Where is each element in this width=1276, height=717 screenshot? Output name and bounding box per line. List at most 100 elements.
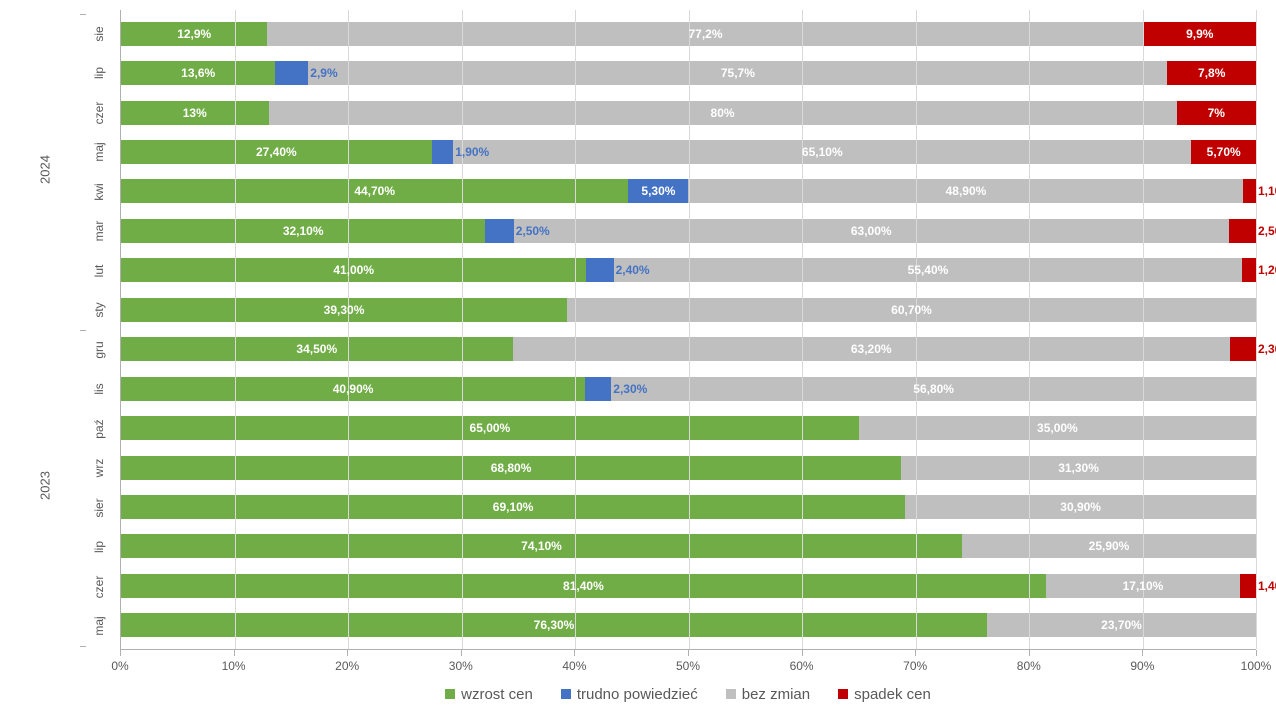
bar-segment-label: 13% xyxy=(183,106,207,120)
bar-segment-spadek: 7,8% xyxy=(1167,61,1256,85)
bar-segment-label: 2,30% xyxy=(1258,342,1276,356)
legend-label: spadek cen xyxy=(854,686,931,703)
bar-segment-spadek: 9,9% xyxy=(1144,22,1256,46)
year-axis: 20242023 xyxy=(20,10,70,650)
x-tick xyxy=(1029,650,1030,656)
bar-segment-label: 17,10% xyxy=(1123,579,1164,593)
x-tick-label: 60% xyxy=(790,659,814,673)
bar-segment-spadek: 1,10% xyxy=(1243,179,1255,203)
bar-segment-label: 2,40% xyxy=(616,263,650,277)
month-label: paź xyxy=(87,410,111,448)
bar-segment-label: 65,00% xyxy=(470,421,511,435)
bar-segment-label: 63,20% xyxy=(851,342,892,356)
bar-segment-bez: 75,7% xyxy=(308,61,1167,85)
grid-line xyxy=(916,10,917,649)
month-label: wrz xyxy=(87,449,111,487)
bar-segment-label: 69,10% xyxy=(493,500,534,514)
x-tick xyxy=(120,650,121,656)
x-tick xyxy=(234,650,235,656)
bar-segment-wzrost: 81,40% xyxy=(121,574,1046,598)
bar-segment-label: 68,80% xyxy=(491,461,532,475)
bar-segment-wzrost: 44,70% xyxy=(121,179,628,203)
legend-swatch xyxy=(445,689,455,699)
bar-segment-wzrost: 34,50% xyxy=(121,337,513,361)
bar-segment-wzrost: 12,9% xyxy=(121,22,267,46)
month-label: gru xyxy=(87,331,111,369)
bar-segment-label: 13,6% xyxy=(181,66,215,80)
bar-segment-trudno: 1,90% xyxy=(432,140,454,164)
bar-segment-spadek: 1,40% xyxy=(1240,574,1256,598)
legend-label: trudno powiedzieć xyxy=(577,686,698,703)
bar-segment-wzrost: 41,00% xyxy=(121,258,586,282)
bar-segment-label: 31,30% xyxy=(1058,461,1099,475)
x-tick xyxy=(1142,650,1143,656)
bar-segment-spadek: 7% xyxy=(1177,101,1256,125)
year-tick xyxy=(80,646,86,647)
year-label: 2023 xyxy=(38,461,53,511)
bar-segment-trudno: 2,50% xyxy=(485,219,513,243)
bar-segment-bez: 23,70% xyxy=(987,613,1256,637)
bar-segment-label: 32,10% xyxy=(283,224,324,238)
bar-segment-label: 56,80% xyxy=(913,382,954,396)
bar-segment-wzrost: 69,10% xyxy=(121,495,905,519)
month-axis: sielipczermajkwimarlutstygrulispaźwrzsie… xyxy=(80,14,118,646)
x-tick xyxy=(461,650,462,656)
bar-segment-label: 7% xyxy=(1208,106,1225,120)
bar-segment-label: 5,30% xyxy=(641,184,675,198)
bar-segment-bez: 25,90% xyxy=(962,534,1256,558)
grid-line xyxy=(348,10,349,649)
legend-swatch xyxy=(838,689,848,699)
bar-segment-label: 2,50% xyxy=(516,224,550,238)
bar-segment-label: 74,10% xyxy=(521,539,562,553)
bar-segment-label: 1,90% xyxy=(455,145,489,159)
bar-segment-wzrost: 27,40% xyxy=(121,140,432,164)
bar-segment-wzrost: 13% xyxy=(121,101,269,125)
bar-segment-spadek: 2,30% xyxy=(1230,337,1256,361)
bar-segment-label: 7,8% xyxy=(1198,66,1225,80)
x-tick xyxy=(688,650,689,656)
bar-segment-label: 2,9% xyxy=(310,66,337,80)
legend-swatch xyxy=(726,689,736,699)
bar-segment-wzrost: 32,10% xyxy=(121,219,485,243)
legend-label: bez zmian xyxy=(742,686,810,703)
bar-segment-wzrost: 65,00% xyxy=(121,416,859,440)
grid-line xyxy=(575,10,576,649)
bar-segment-label: 34,50% xyxy=(296,342,337,356)
bar-segment-wzrost: 39,30% xyxy=(121,298,567,322)
month-label: lip xyxy=(87,54,111,92)
month-label: lip xyxy=(87,528,111,566)
bar-segment-wzrost: 74,10% xyxy=(121,534,962,558)
month-label: sier xyxy=(87,489,111,527)
bar-segment-label: 1,10% xyxy=(1258,184,1276,198)
x-tick-label: 100% xyxy=(1241,659,1272,673)
month-label: czer xyxy=(87,94,111,132)
grid-line xyxy=(462,10,463,649)
bar-segment-wzrost: 13,6% xyxy=(121,61,275,85)
month-label: maj xyxy=(87,607,111,645)
bar-segment-label: 2,30% xyxy=(613,382,647,396)
x-tick-label: 40% xyxy=(562,659,586,673)
bar-segment-label: 39,30% xyxy=(324,303,365,317)
month-label: sie xyxy=(87,15,111,53)
bar-segment-label: 48,90% xyxy=(946,184,987,198)
grid-line xyxy=(1029,10,1030,649)
bar-segment-bez: 56,80% xyxy=(611,377,1256,401)
bar-segment-bez: 63,00% xyxy=(514,219,1229,243)
bar-segment-bez: 35,00% xyxy=(859,416,1256,440)
bar-segment-label: 1,40% xyxy=(1258,579,1276,593)
bar-segment-label: 76,30% xyxy=(534,618,575,632)
x-tick-label: 0% xyxy=(111,659,128,673)
legend-item: wzrost cen xyxy=(445,686,533,703)
x-tick-label: 70% xyxy=(903,659,927,673)
bar-segment-trudno: 5,30% xyxy=(628,179,688,203)
bar-segment-label: 80% xyxy=(711,106,735,120)
plot-area: 12,9%77,2%9,9% 13,6% 2,9%75,7% 7,8% 13% 80% 7%… xyxy=(120,10,1256,650)
bar-segment-bez: 48,90% xyxy=(688,179,1243,203)
bar-segment-bez: 55,40% xyxy=(614,258,1243,282)
bar-segment-label: 23,70% xyxy=(1101,618,1142,632)
x-tick xyxy=(915,650,916,656)
x-tick xyxy=(347,650,348,656)
bar-segment-bez: 77,2% xyxy=(267,22,1143,46)
x-tick xyxy=(574,650,575,656)
x-tick-label: 80% xyxy=(1017,659,1041,673)
